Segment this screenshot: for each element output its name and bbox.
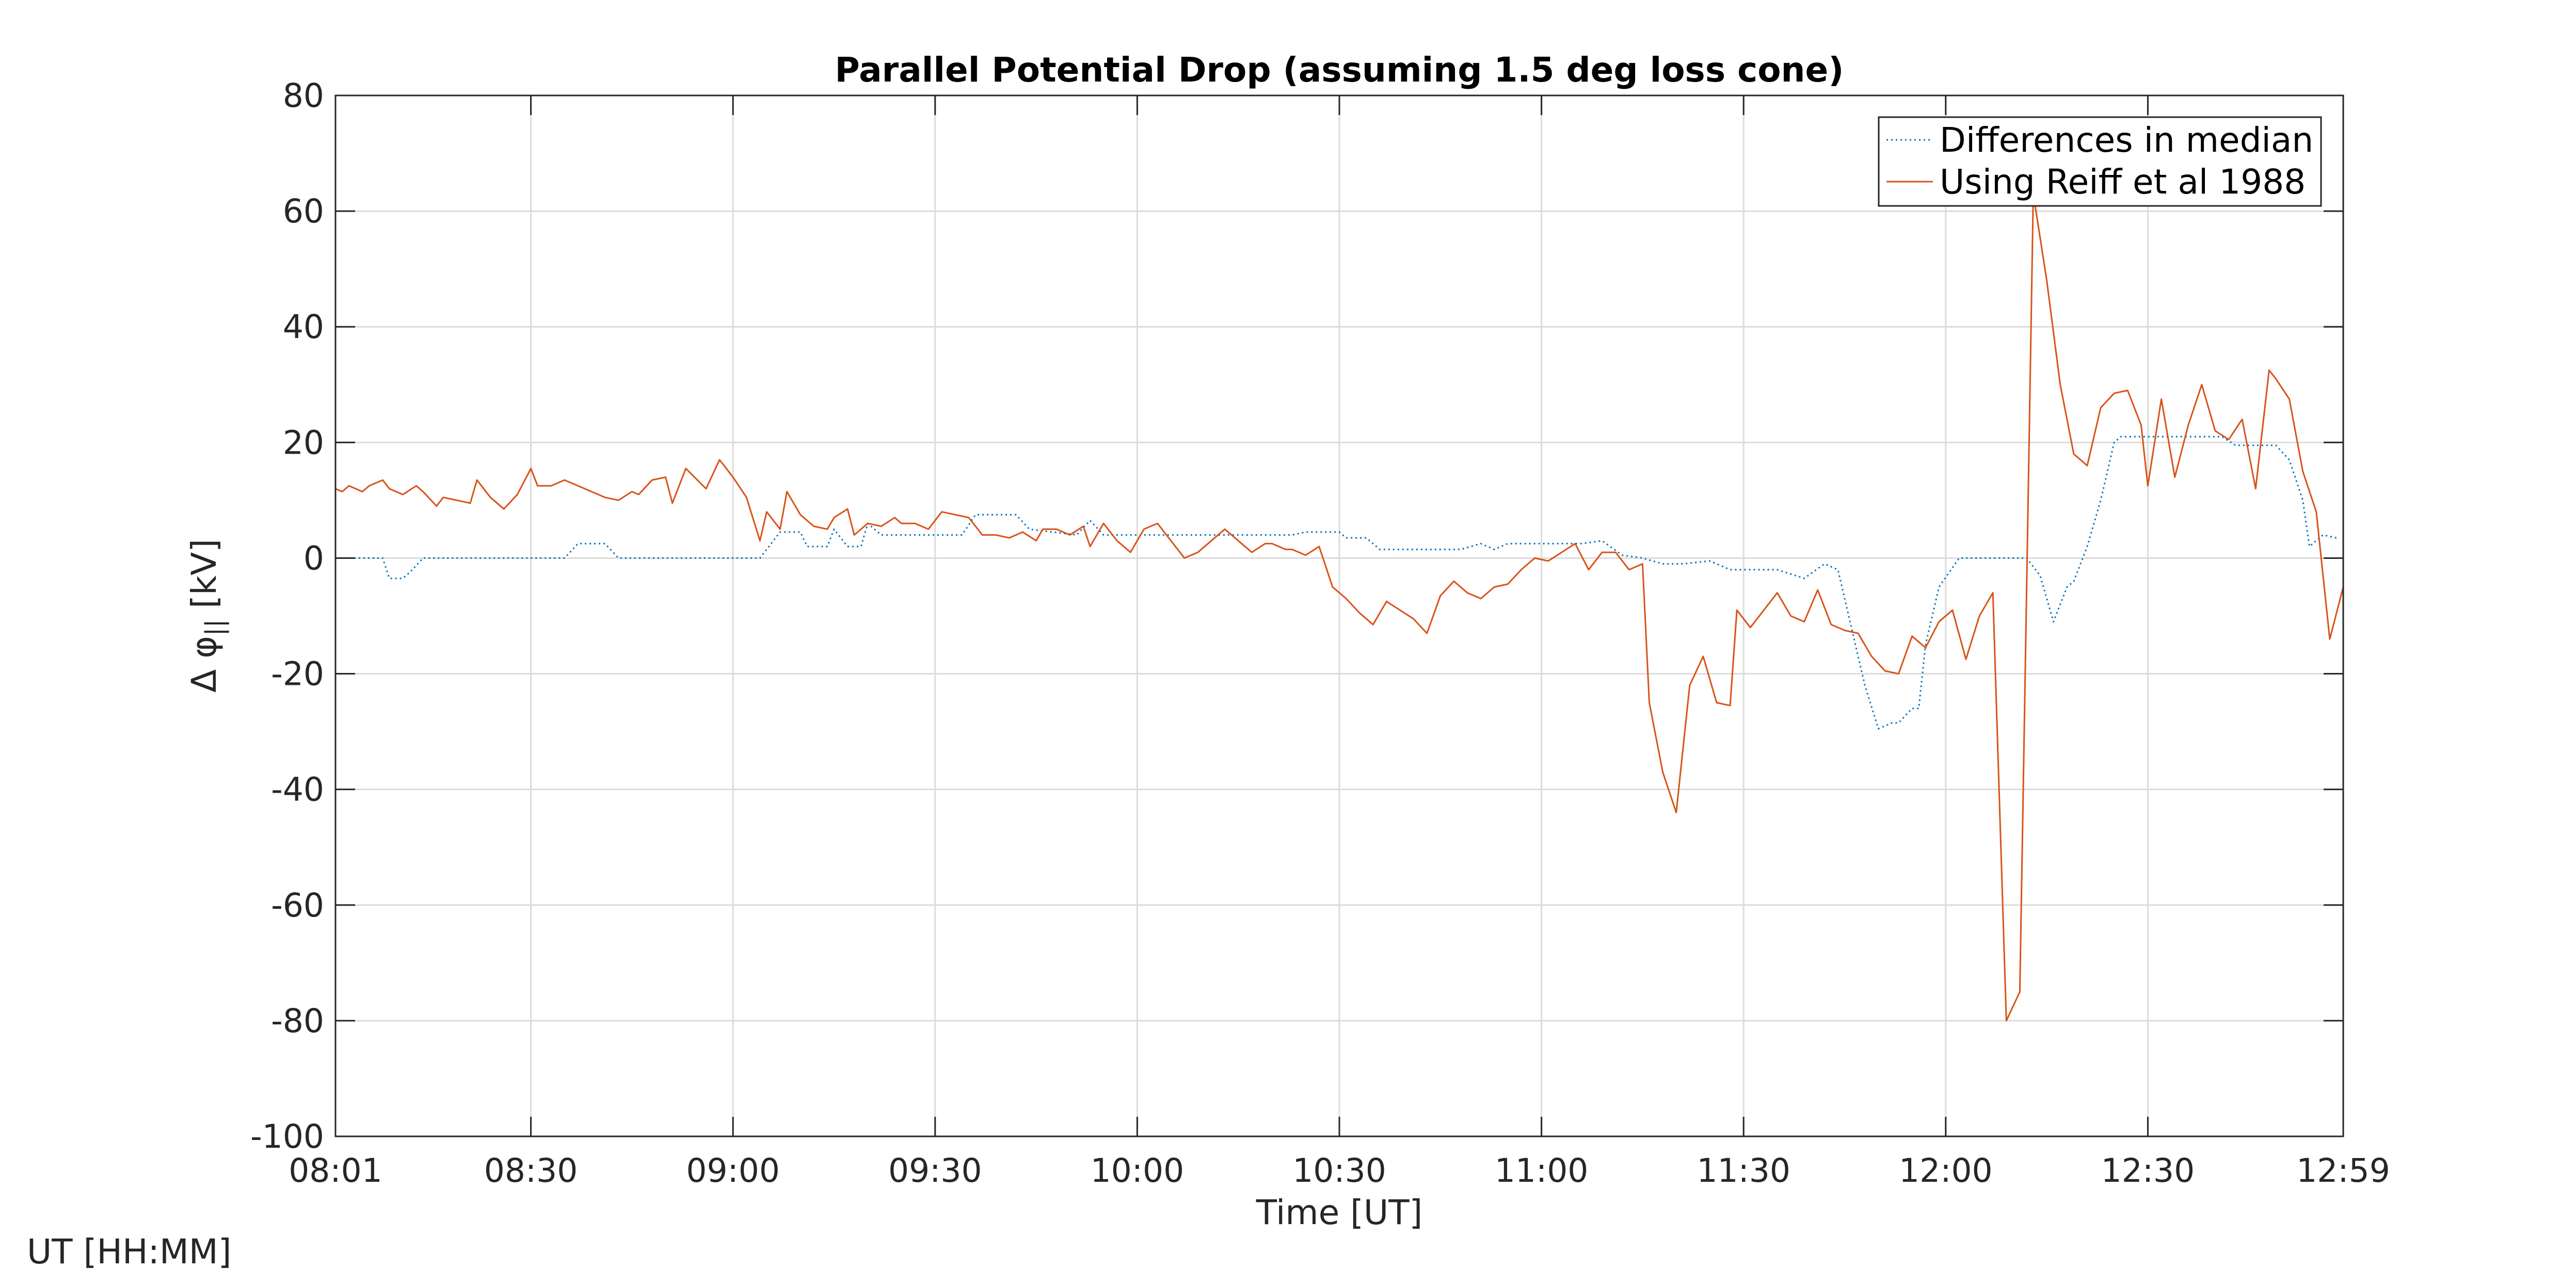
y-axis-label-prefix: Δ φ: [184, 636, 224, 693]
y-axis-label: Δ φ|| [kV]: [184, 539, 229, 693]
y-tick-label-0: 0: [303, 539, 324, 577]
corner-label: UT [HH:MM]: [27, 1232, 231, 1269]
chart-title: Parallel Potential Drop (assuming 1.5 de…: [835, 50, 1844, 90]
x-tick-label-10-00: 10:00: [1091, 1152, 1185, 1190]
series-line-using-reiff-et-al-1988: [335, 193, 2344, 1022]
legend-box: [1878, 116, 2322, 207]
ticks: [334, 94, 2344, 1137]
x-tick-label-08-30: 08:30: [484, 1152, 578, 1190]
y-tick-label-40: -40: [271, 771, 324, 809]
y-axis-label-suffix: [kV]: [184, 539, 224, 619]
x-tick-label-11-00: 11:00: [1495, 1152, 1589, 1190]
y-tick-label-80: 80: [283, 77, 324, 115]
y-tick-label-100: -100: [250, 1118, 324, 1155]
x-tick-label-09-00: 09:00: [686, 1152, 780, 1190]
series-line-differences-in-median: [335, 436, 2337, 730]
y-tick-label-40: 40: [283, 308, 324, 346]
x-tick-label-12-59: 12:59: [2296, 1152, 2390, 1190]
y-tick-labels: 80 60 40 20 0 -20 -40 -60 -80 -100: [250, 77, 324, 1155]
y-tick-label-60: 60: [283, 192, 324, 230]
y-tick-label-20: -20: [271, 655, 324, 693]
y-tick-label-80: -80: [271, 1002, 324, 1040]
x-tick-labels: 08:01 08:30 09:00 09:30 10:00 10:30 11:00 11:30…: [289, 1152, 2390, 1190]
series-layer: [335, 193, 2344, 1022]
x-tick-label-12-30: 12:30: [2101, 1152, 2195, 1190]
x-tick-label-09-30: 09:30: [888, 1152, 982, 1190]
x-tick-label-11-30: 11:30: [1697, 1152, 1790, 1190]
legend-label-differences: Differences in median: [1940, 120, 2313, 160]
legend: Differences in median Using Reiff et al …: [1878, 116, 2322, 207]
x-tick-label-12-00: 12:00: [1899, 1152, 1993, 1190]
x-tick-label-10-30: 10:30: [1292, 1152, 1386, 1190]
x-axis-label: Time [UT]: [1256, 1193, 1423, 1232]
y-axis-label-subscript: ||: [200, 619, 229, 636]
x-tick-label-08-01: 08:01: [289, 1152, 382, 1190]
legend-label-reiff: Using Reiff et al 1988: [1940, 162, 2306, 202]
y-tick-label-20: 20: [283, 424, 324, 461]
y-tick-label-60: -60: [271, 887, 324, 924]
